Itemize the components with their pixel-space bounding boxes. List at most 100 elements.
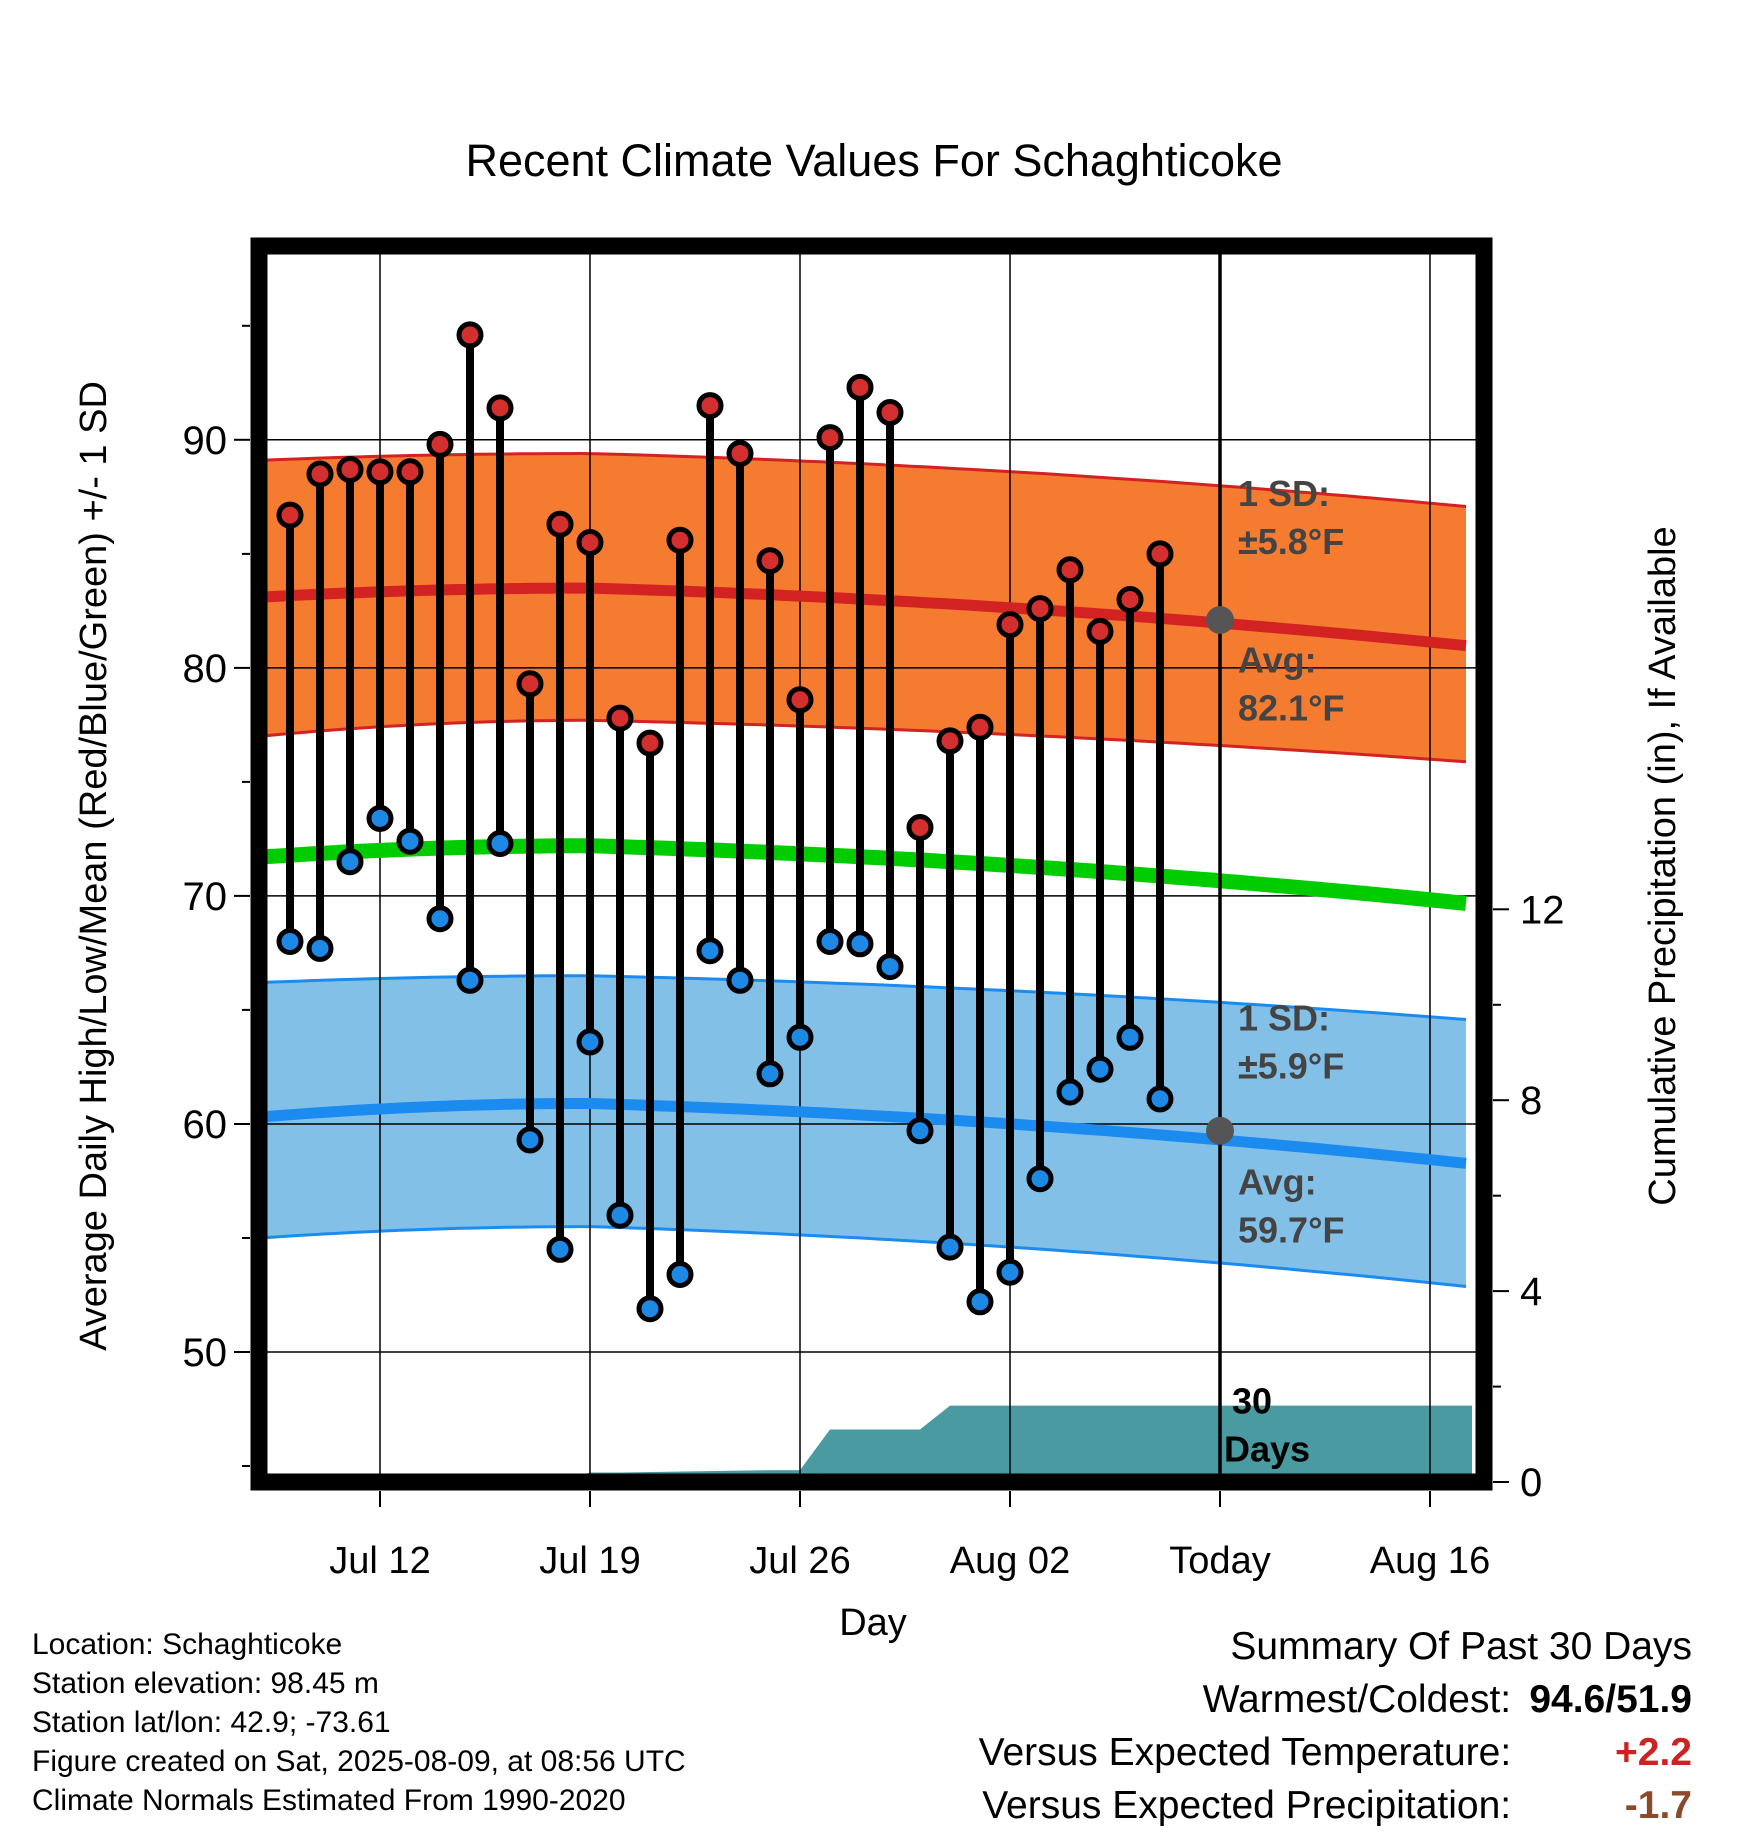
y-tick-label: 60 xyxy=(183,1103,228,1147)
y-tick-label: 70 xyxy=(183,875,228,919)
precip-departure-label: Versus Expected Precipitation: xyxy=(982,1784,1512,1827)
daily-high-point xyxy=(546,510,574,538)
station-info: Location: Schaghticoke Station elevation… xyxy=(32,1625,686,1820)
low-avg-label: Avg: xyxy=(1238,1162,1317,1203)
daily-high-point xyxy=(936,727,964,755)
low-sd-label: 1 SD: xyxy=(1238,997,1330,1038)
period-unit: Days xyxy=(1224,1428,1310,1469)
daily-low-point xyxy=(366,804,394,832)
daily-low-point xyxy=(1146,1085,1174,1113)
y-tick-label: 50 xyxy=(183,1331,228,1375)
daily-low-point xyxy=(306,934,334,962)
daily-high-point xyxy=(366,458,394,486)
daily-low-point xyxy=(606,1201,634,1229)
plot-contents: 1 SD: ±5.8°F Avg: 82.1°F 1 SD: ±5.9°F Avg: 59.7… xyxy=(259,246,1484,1482)
high-sd-label: 1 SD: xyxy=(1238,473,1330,514)
daily-high-point xyxy=(396,458,424,486)
plot-frame xyxy=(250,237,1493,1491)
temp-departure-label: Versus Expected Temperature: xyxy=(978,1731,1512,1774)
high-sd-value: ±5.8°F xyxy=(1238,521,1344,562)
x-tick-label: Today xyxy=(1169,1540,1270,1582)
daily-high-point xyxy=(726,440,754,467)
location-text: Location: Schaghticoke xyxy=(32,1628,343,1661)
daily-high-point xyxy=(876,399,904,426)
y-tick-label: 90 xyxy=(183,419,228,463)
daily-low-point xyxy=(486,830,514,857)
temp-departure-value: +2.2 xyxy=(1615,1731,1692,1774)
x-tick-label: Jul 26 xyxy=(749,1540,850,1582)
daily-high-point xyxy=(276,501,304,529)
daily-low-point xyxy=(906,1117,934,1145)
low-avg-value: 59.7°F xyxy=(1238,1210,1344,1251)
elevation-text: Station elevation: 98.45 m xyxy=(32,1667,379,1700)
low-sd-upper-line xyxy=(259,974,1467,1021)
warm-cold-label: Warmest/Coldest: xyxy=(1202,1678,1512,1721)
summary-title: Summary Of Past 30 Days xyxy=(1230,1625,1692,1668)
precip-departure-row: Versus Expected Precipitation: -1.7 xyxy=(979,1779,1692,1832)
daily-high-point xyxy=(486,394,514,422)
today-low-avg-marker xyxy=(1206,1116,1234,1145)
daily-low-point xyxy=(726,966,754,994)
precip-departure-value: -1.7 xyxy=(1624,1784,1692,1827)
high-avg-value: 82.1°F xyxy=(1238,687,1344,728)
daily-low-point xyxy=(636,1295,664,1323)
daily-low-point xyxy=(786,1023,814,1051)
daily-high-point xyxy=(786,686,814,714)
normals-text: Climate Normals Estimated From 1990-2020 xyxy=(32,1784,626,1817)
daily-low-point xyxy=(336,848,364,876)
daily-low-point xyxy=(1056,1078,1084,1106)
daily-low-point xyxy=(516,1126,544,1154)
daily-high-point xyxy=(756,547,784,575)
latlon-text: Station lat/lon: 42.9; -73.61 xyxy=(32,1706,391,1739)
daily-high-point xyxy=(336,456,364,483)
daily-low-point xyxy=(1026,1165,1054,1193)
daily-high-point xyxy=(606,704,634,732)
daily-high-point xyxy=(306,460,334,488)
daily-high-point xyxy=(846,373,874,401)
daily-low-point xyxy=(576,1028,604,1056)
normal-low-line xyxy=(259,1098,1467,1169)
daily-high-point xyxy=(426,430,454,458)
daily-high-point xyxy=(636,729,664,757)
daily-low-point xyxy=(456,966,484,994)
daily-low-point xyxy=(846,930,874,958)
daily-low-point xyxy=(666,1261,694,1288)
period-count: 30 xyxy=(1232,1381,1272,1422)
temp-departure-row: Versus Expected Temperature: +2.2 xyxy=(979,1726,1692,1779)
daily-low-point xyxy=(546,1235,574,1263)
daily-high-point xyxy=(1026,595,1054,623)
daily-low-point xyxy=(876,953,904,981)
daily-low-point xyxy=(276,928,304,955)
daily-low-point xyxy=(996,1258,1024,1286)
x-axis-label: Day xyxy=(839,1602,907,1644)
low-sd-value: ±5.9°F xyxy=(1238,1045,1344,1086)
y-axis-label: Average Daily High/Low/Mean (Red/Blue/Gr… xyxy=(73,381,115,1351)
daily-low-point xyxy=(816,928,844,955)
summary-panel: Summary Of Past 30 Days Warmest/Coldest:… xyxy=(979,1620,1692,1832)
y2-tick-label: 12 xyxy=(1520,888,1565,932)
daily-low-point xyxy=(1086,1055,1114,1083)
low-sd-lower-line xyxy=(259,1225,1467,1288)
daily-high-point xyxy=(696,392,724,420)
y-tick-label: 80 xyxy=(183,647,228,691)
daily-low-point xyxy=(966,1288,994,1316)
daily-high-point xyxy=(1116,586,1144,613)
created-text: Figure created on Sat, 2025-08-09, at 08… xyxy=(32,1745,686,1778)
x-tick-label: Aug 16 xyxy=(1370,1540,1490,1582)
warm-cold-value: 94.6/51.9 xyxy=(1529,1678,1692,1721)
daily-high-point xyxy=(456,321,484,349)
warm-cold-row: Warmest/Coldest: 94.6/51.9 xyxy=(979,1673,1692,1726)
daily-low-point xyxy=(396,827,424,855)
y2-tick-label: 4 xyxy=(1520,1270,1542,1314)
daily-high-point xyxy=(1146,540,1174,568)
x-tick-label: Aug 02 xyxy=(950,1540,1070,1582)
daily-high-point xyxy=(516,670,544,698)
high-avg-label: Avg: xyxy=(1238,639,1317,680)
daily-high-point xyxy=(966,713,994,741)
daily-high-point xyxy=(666,526,694,554)
x-tick-label: Jul 19 xyxy=(539,1540,640,1582)
daily-high-point xyxy=(1086,617,1114,645)
daily-high-point xyxy=(906,814,934,841)
daily-high-point xyxy=(996,611,1024,639)
